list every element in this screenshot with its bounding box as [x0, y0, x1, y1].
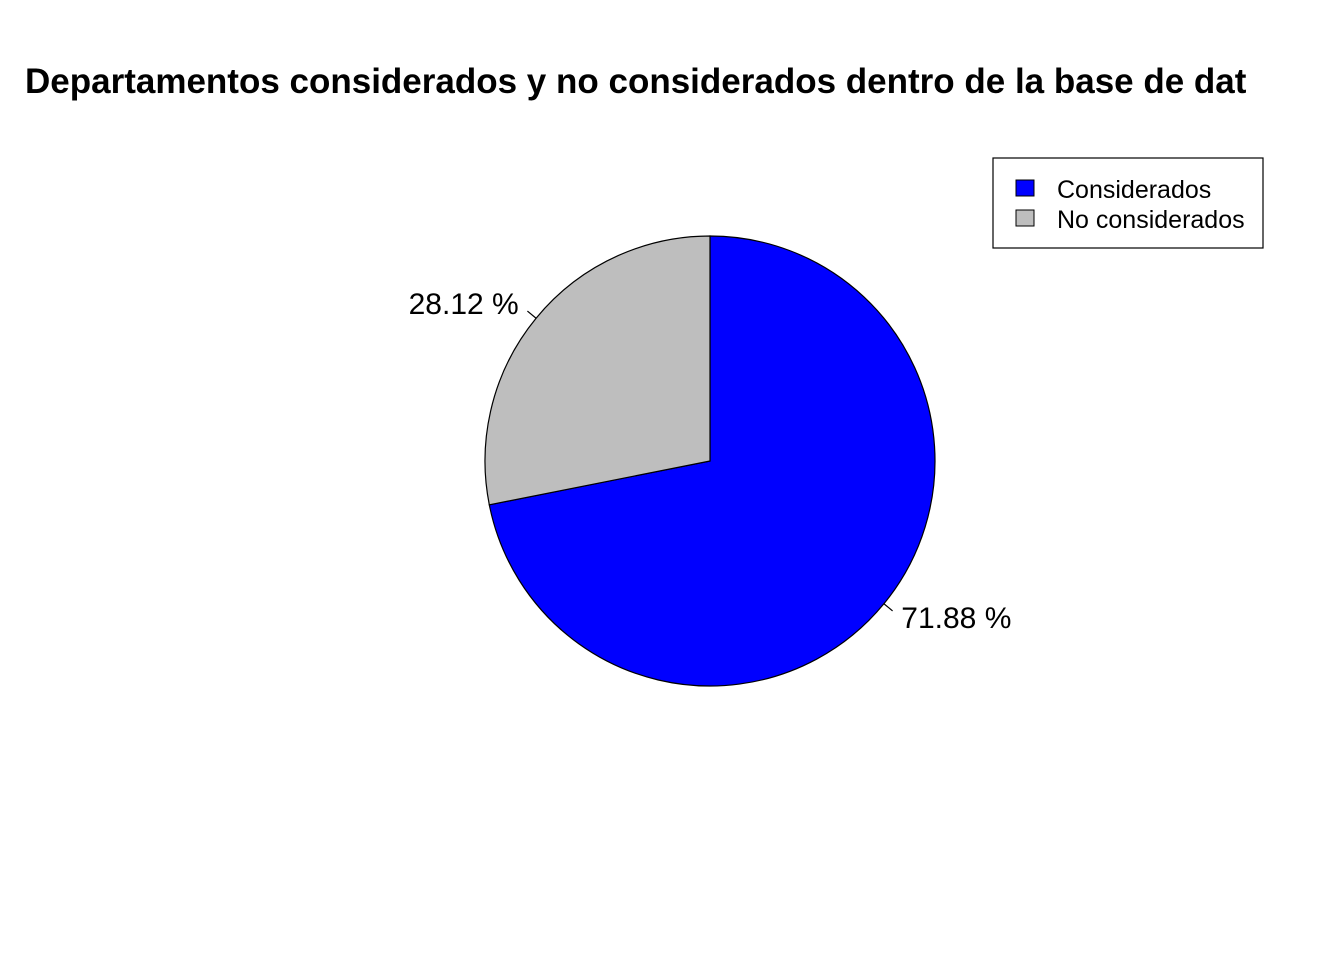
pie-slices	[484, 235, 936, 687]
pie-label-considerados: 71.88 %	[901, 602, 1011, 635]
pie-labels: 71.88 % 28.12 %	[409, 288, 1012, 635]
legend: Considerados No considerados	[992, 157, 1264, 249]
legend-label-considerados: Considerados	[1057, 176, 1211, 204]
pie-label-tick	[527, 310, 537, 319]
pie-label-tick	[883, 603, 893, 612]
legend-swatch-considerados	[1015, 179, 1035, 197]
legend-box	[992, 157, 1264, 249]
pie-slice-no-considerados	[484, 235, 711, 506]
legend-swatch-no-considerados	[1015, 209, 1035, 227]
pie-label-no-considerados: 28.12 %	[409, 288, 519, 321]
legend-label-no-considerados: No considerados	[1057, 206, 1245, 234]
chart-title: Departamentos considerados y no consider…	[25, 62, 1247, 101]
